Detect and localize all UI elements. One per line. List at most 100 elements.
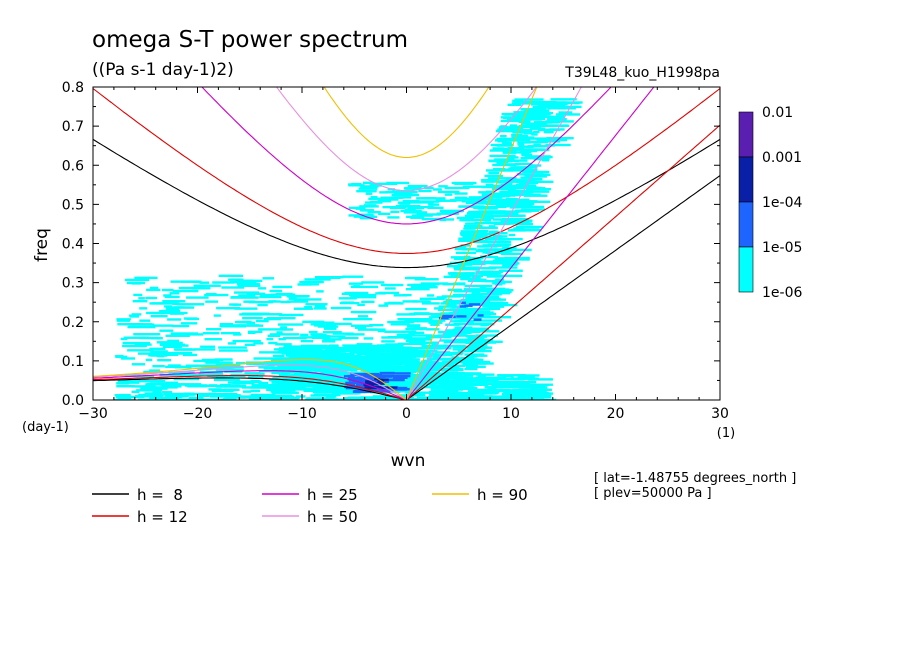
power-cell bbox=[328, 383, 357, 387]
power-cell bbox=[297, 283, 312, 286]
power-cell bbox=[334, 348, 363, 351]
power-cell bbox=[313, 360, 336, 363]
power-cell bbox=[206, 328, 222, 331]
power-cell bbox=[220, 383, 232, 387]
power-cell bbox=[360, 363, 389, 366]
power-cell bbox=[281, 383, 291, 386]
power-cell bbox=[313, 307, 327, 310]
colorbar: 0.01 0.001 1e-04 1e-05 1e-06 bbox=[738, 105, 802, 301]
power-cell bbox=[515, 225, 544, 229]
power-cell bbox=[449, 393, 468, 396]
power-cell bbox=[357, 315, 369, 318]
power-cell bbox=[156, 341, 172, 344]
power-cell bbox=[315, 370, 344, 373]
power-cell bbox=[537, 128, 560, 132]
kelvin-curve bbox=[406, 87, 655, 400]
power-cell bbox=[339, 354, 362, 358]
power-cell bbox=[446, 304, 457, 307]
power-cell bbox=[424, 361, 437, 364]
power-cell bbox=[350, 373, 365, 376]
power-cell bbox=[223, 388, 240, 392]
power-cell bbox=[395, 336, 412, 339]
power-cell bbox=[500, 125, 508, 128]
power-cell bbox=[304, 373, 313, 377]
power-cell bbox=[314, 374, 337, 377]
power-cell bbox=[504, 256, 530, 260]
power-cell bbox=[453, 322, 470, 326]
power-cell bbox=[390, 323, 410, 326]
power-cell bbox=[473, 319, 502, 322]
power-cell bbox=[313, 367, 340, 370]
power-cell bbox=[485, 202, 510, 205]
power-cell bbox=[369, 323, 384, 327]
power-cell bbox=[405, 339, 426, 343]
power-cell bbox=[279, 348, 289, 352]
power-cell bbox=[502, 141, 512, 145]
y-tick-label: 0.8 bbox=[62, 80, 84, 96]
power-cell bbox=[507, 398, 529, 400]
power-cell bbox=[191, 287, 211, 290]
power-cell bbox=[472, 382, 500, 386]
power-cell bbox=[500, 134, 507, 138]
power-cell bbox=[481, 376, 507, 379]
power-cell bbox=[306, 397, 329, 400]
power-cell bbox=[116, 385, 135, 388]
y-tick-label: 0.3 bbox=[62, 276, 84, 292]
power-cell bbox=[477, 314, 484, 317]
ig-curve bbox=[93, 138, 720, 269]
power-cell bbox=[356, 376, 367, 379]
power-cell bbox=[162, 353, 179, 357]
power-cell bbox=[139, 307, 148, 310]
power-cell bbox=[463, 374, 474, 377]
power-cell bbox=[465, 201, 480, 205]
power-cell bbox=[365, 192, 373, 195]
power-cell bbox=[303, 383, 322, 386]
power-cell bbox=[192, 280, 202, 283]
power-cell bbox=[432, 355, 441, 359]
power-cell bbox=[379, 347, 389, 350]
power-cell bbox=[277, 366, 296, 370]
power-cell bbox=[450, 256, 465, 259]
y-tick-label: 0.5 bbox=[62, 197, 84, 213]
power-cell bbox=[285, 354, 298, 357]
power-cell bbox=[516, 393, 529, 396]
power-cell bbox=[389, 354, 416, 357]
power-cell bbox=[540, 140, 561, 143]
power-cell bbox=[394, 191, 413, 195]
power-cell bbox=[463, 288, 482, 291]
power-cell bbox=[162, 300, 186, 303]
power-cell bbox=[459, 338, 474, 342]
power-cell bbox=[518, 124, 542, 128]
power-cell bbox=[345, 381, 361, 385]
power-cell bbox=[489, 149, 517, 152]
power-cell bbox=[487, 238, 512, 241]
power-cell bbox=[401, 330, 417, 333]
power-cell bbox=[460, 301, 466, 305]
power-cell bbox=[269, 333, 300, 336]
power-cell bbox=[482, 205, 507, 209]
x-axis-label: wvn bbox=[391, 451, 426, 471]
power-cell bbox=[397, 342, 426, 346]
power-cell bbox=[327, 395, 337, 398]
power-cell bbox=[460, 230, 489, 233]
power-cell bbox=[525, 190, 550, 193]
power-cell bbox=[443, 373, 451, 377]
power-cell bbox=[131, 313, 142, 316]
power-cell bbox=[391, 387, 410, 391]
power-cell bbox=[257, 303, 268, 307]
power-cell bbox=[454, 268, 480, 271]
rossby-curve bbox=[93, 370, 407, 400]
power-cell bbox=[481, 240, 506, 244]
power-cell bbox=[361, 281, 385, 284]
power-cell bbox=[133, 333, 161, 336]
power-cell bbox=[445, 323, 460, 326]
power-cell bbox=[299, 280, 324, 284]
power-cell bbox=[428, 341, 440, 344]
power-cell bbox=[370, 182, 390, 186]
power-cell bbox=[348, 363, 359, 366]
power-cell bbox=[541, 159, 550, 162]
power-cell bbox=[134, 276, 158, 280]
power-cell bbox=[450, 317, 473, 320]
power-cell bbox=[322, 338, 342, 341]
